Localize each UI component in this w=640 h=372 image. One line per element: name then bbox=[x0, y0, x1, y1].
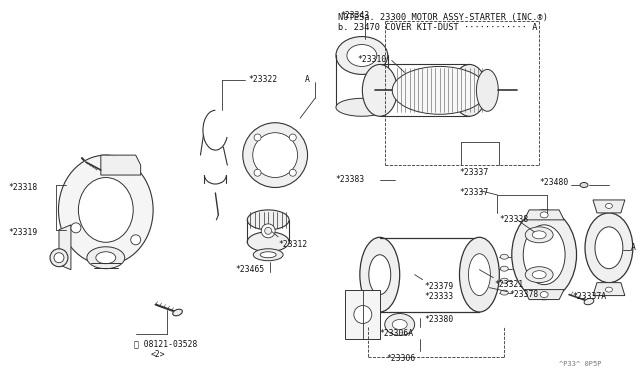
Polygon shape bbox=[593, 283, 625, 296]
Ellipse shape bbox=[247, 210, 289, 230]
Ellipse shape bbox=[392, 320, 407, 330]
Ellipse shape bbox=[260, 252, 276, 258]
Ellipse shape bbox=[243, 123, 308, 187]
Text: *23338: *23338 bbox=[499, 215, 529, 224]
Ellipse shape bbox=[253, 133, 298, 177]
Ellipse shape bbox=[500, 290, 508, 295]
Ellipse shape bbox=[289, 134, 296, 141]
Text: *23306A: *23306A bbox=[380, 330, 414, 339]
Ellipse shape bbox=[585, 213, 633, 283]
Polygon shape bbox=[524, 290, 564, 299]
Ellipse shape bbox=[131, 235, 141, 245]
Ellipse shape bbox=[532, 271, 546, 279]
Ellipse shape bbox=[532, 231, 546, 239]
Ellipse shape bbox=[58, 155, 153, 265]
Ellipse shape bbox=[500, 278, 508, 283]
Polygon shape bbox=[101, 155, 141, 175]
Ellipse shape bbox=[525, 267, 553, 283]
Text: *23306: *23306 bbox=[387, 355, 416, 363]
Text: b. 23470 COVER KIT-DUST ············ A: b. 23470 COVER KIT-DUST ············ A bbox=[338, 23, 538, 32]
Text: A: A bbox=[305, 76, 310, 84]
Text: *23318: *23318 bbox=[8, 183, 37, 192]
Text: *23337: *23337 bbox=[460, 188, 489, 197]
Ellipse shape bbox=[96, 252, 116, 264]
Ellipse shape bbox=[525, 227, 553, 243]
Ellipse shape bbox=[595, 227, 623, 269]
Ellipse shape bbox=[354, 305, 372, 324]
Polygon shape bbox=[593, 200, 625, 213]
Ellipse shape bbox=[476, 70, 499, 111]
Ellipse shape bbox=[254, 169, 261, 176]
Ellipse shape bbox=[500, 266, 508, 271]
Ellipse shape bbox=[79, 177, 133, 242]
Ellipse shape bbox=[580, 183, 588, 187]
Ellipse shape bbox=[369, 255, 391, 295]
Text: <2>: <2> bbox=[150, 350, 165, 359]
Ellipse shape bbox=[512, 210, 577, 299]
Text: Ⓑ 08121-03528: Ⓑ 08121-03528 bbox=[134, 339, 197, 349]
Ellipse shape bbox=[584, 298, 594, 305]
Text: *23319: *23319 bbox=[8, 228, 37, 237]
Ellipse shape bbox=[336, 36, 388, 74]
Text: *23322: *23322 bbox=[248, 76, 278, 84]
Bar bbox=[345, 290, 380, 339]
Ellipse shape bbox=[460, 237, 499, 312]
Ellipse shape bbox=[605, 203, 612, 208]
Ellipse shape bbox=[385, 314, 415, 336]
Polygon shape bbox=[524, 210, 564, 220]
Ellipse shape bbox=[524, 225, 565, 285]
Text: *23337A: *23337A bbox=[572, 292, 606, 301]
Ellipse shape bbox=[247, 232, 289, 252]
Ellipse shape bbox=[360, 237, 400, 312]
Text: NOTESa. 23300 MOTOR ASSY-STARTER (INC.®): NOTESa. 23300 MOTOR ASSY-STARTER (INC.®) bbox=[338, 13, 548, 22]
Ellipse shape bbox=[468, 254, 490, 296]
Ellipse shape bbox=[71, 223, 81, 233]
Ellipse shape bbox=[173, 309, 182, 316]
Text: *23310: *23310 bbox=[358, 55, 387, 64]
Ellipse shape bbox=[54, 253, 64, 263]
Text: *23383: *23383 bbox=[335, 175, 364, 184]
Text: *23379: *23379 bbox=[424, 282, 454, 291]
Polygon shape bbox=[59, 225, 71, 270]
Ellipse shape bbox=[540, 212, 548, 218]
Ellipse shape bbox=[540, 292, 548, 298]
Text: *23480: *23480 bbox=[540, 178, 569, 187]
Ellipse shape bbox=[87, 247, 125, 269]
Ellipse shape bbox=[362, 64, 397, 116]
Ellipse shape bbox=[336, 98, 388, 116]
Text: A: A bbox=[631, 243, 636, 252]
Ellipse shape bbox=[253, 249, 283, 261]
Ellipse shape bbox=[347, 45, 377, 67]
Ellipse shape bbox=[50, 249, 68, 267]
Text: *23378: *23378 bbox=[509, 290, 538, 299]
Ellipse shape bbox=[265, 227, 272, 234]
Text: *23333: *23333 bbox=[424, 292, 454, 301]
Ellipse shape bbox=[289, 169, 296, 176]
Ellipse shape bbox=[605, 287, 612, 292]
Ellipse shape bbox=[254, 134, 261, 141]
Text: *23321: *23321 bbox=[494, 280, 524, 289]
Ellipse shape bbox=[452, 64, 487, 116]
Text: *23465: *23465 bbox=[236, 265, 264, 274]
Text: *23380: *23380 bbox=[424, 314, 454, 324]
Ellipse shape bbox=[500, 254, 508, 259]
Text: *23343: *23343 bbox=[340, 11, 369, 20]
Ellipse shape bbox=[261, 224, 275, 238]
Text: *23337: *23337 bbox=[460, 168, 489, 177]
Ellipse shape bbox=[392, 67, 487, 114]
Text: ^P33^ 0P5P: ^P33^ 0P5P bbox=[559, 361, 602, 367]
Text: *23312: *23312 bbox=[278, 240, 307, 249]
